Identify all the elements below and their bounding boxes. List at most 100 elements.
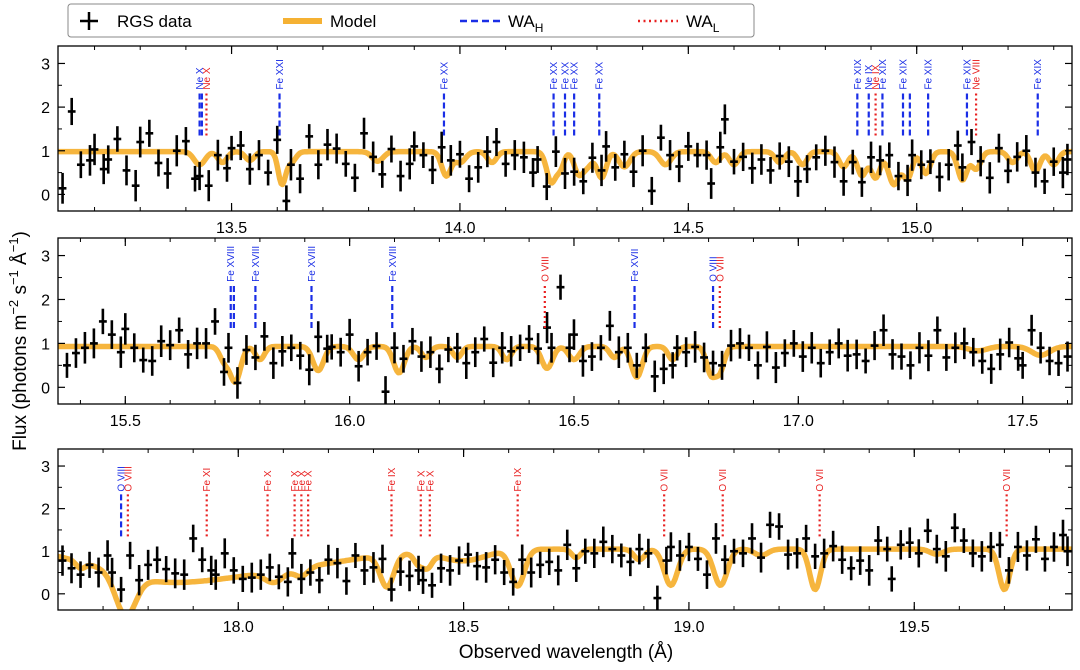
data-point xyxy=(473,551,482,581)
panel-frame xyxy=(57,237,1073,405)
data-point xyxy=(874,526,883,556)
data-point xyxy=(739,539,747,568)
data-point xyxy=(131,169,140,202)
data-point xyxy=(305,124,314,149)
data-point xyxy=(336,337,345,367)
data-point xyxy=(794,165,802,197)
data-point xyxy=(419,566,427,594)
data-point xyxy=(848,149,857,175)
data-point xyxy=(968,539,977,568)
data-point xyxy=(198,547,207,573)
data-point xyxy=(327,334,336,360)
line-label: O VII xyxy=(718,469,729,492)
data-point xyxy=(950,513,959,543)
y-tick-label: 3 xyxy=(41,459,50,476)
data-point xyxy=(428,572,436,598)
data-point xyxy=(675,150,684,183)
data-point xyxy=(202,328,210,359)
data-point xyxy=(775,142,784,170)
line-label: Fe X xyxy=(416,470,427,491)
data-point xyxy=(282,185,291,211)
data-point xyxy=(718,350,726,380)
data-point xyxy=(563,529,572,561)
data-point xyxy=(596,335,605,361)
y-tick-label: 1 xyxy=(41,544,50,561)
data-point xyxy=(703,560,711,589)
line-label: Ne X xyxy=(202,67,213,90)
ylabel-exp2: −1 xyxy=(6,270,21,285)
data-point xyxy=(1049,147,1058,176)
data-point xyxy=(908,139,917,171)
data-point xyxy=(617,543,626,568)
data-point xyxy=(72,338,80,368)
data-point xyxy=(969,337,978,367)
data-point xyxy=(614,336,623,368)
data-point xyxy=(172,135,181,167)
data-point xyxy=(157,325,166,358)
data-point xyxy=(260,321,269,351)
data-point xyxy=(518,544,527,575)
data-point xyxy=(995,133,1003,163)
data-point xyxy=(323,128,332,161)
data-point xyxy=(306,559,315,586)
data-point xyxy=(220,538,229,569)
line-label: Fe XVII xyxy=(630,249,641,282)
data-point xyxy=(273,125,282,154)
data-point xyxy=(867,141,875,174)
data-point xyxy=(753,351,762,380)
line-label: Fe XIX xyxy=(853,59,864,90)
data-point xyxy=(897,343,906,370)
data-point xyxy=(520,141,528,174)
data-point xyxy=(85,551,94,578)
data-point xyxy=(148,346,157,376)
data-point xyxy=(417,341,426,372)
line-label: O VII xyxy=(660,469,671,492)
line-label: Fe X xyxy=(263,470,274,491)
data-point xyxy=(342,567,351,595)
data-point xyxy=(653,585,662,610)
data-point xyxy=(287,334,296,362)
x-tick-label: 16.5 xyxy=(558,413,589,430)
data-point xyxy=(324,544,333,575)
data-point xyxy=(1063,143,1072,176)
data-point xyxy=(297,563,306,594)
data-point xyxy=(1018,351,1027,379)
data-point xyxy=(182,127,190,156)
data-point xyxy=(453,332,462,363)
line-label: Fe XX xyxy=(570,62,581,90)
data-point xyxy=(446,555,455,586)
data-point xyxy=(588,142,597,173)
data-point xyxy=(1004,557,1013,584)
data-point xyxy=(693,142,702,168)
data-point xyxy=(748,152,757,184)
data-point xyxy=(675,540,684,571)
data-point xyxy=(204,170,213,202)
data-point xyxy=(691,331,700,363)
data-point xyxy=(153,546,162,573)
line-label: Fe XIX xyxy=(1033,59,1044,90)
data-point xyxy=(579,168,588,195)
data-point xyxy=(644,538,653,568)
data-point xyxy=(702,140,711,170)
y-tick-label: 0 xyxy=(41,187,50,204)
data-point xyxy=(341,150,350,177)
data-point xyxy=(437,131,446,163)
data-point xyxy=(847,556,856,581)
data-point xyxy=(332,133,341,164)
data-point xyxy=(405,148,414,180)
data-point xyxy=(396,557,405,586)
y-tick-label: 3 xyxy=(41,56,50,73)
data-point xyxy=(784,146,793,178)
data-point xyxy=(953,130,962,161)
data-point xyxy=(647,176,656,205)
x-tick-label: 16.0 xyxy=(334,413,365,430)
data-point xyxy=(80,331,89,364)
y-tick-label: 2 xyxy=(41,100,50,117)
line-label: Fe XX xyxy=(561,62,572,90)
data-point xyxy=(1058,156,1067,189)
data-point xyxy=(238,565,247,593)
line-label: Ne VIII xyxy=(972,59,983,90)
data-point xyxy=(666,140,674,171)
